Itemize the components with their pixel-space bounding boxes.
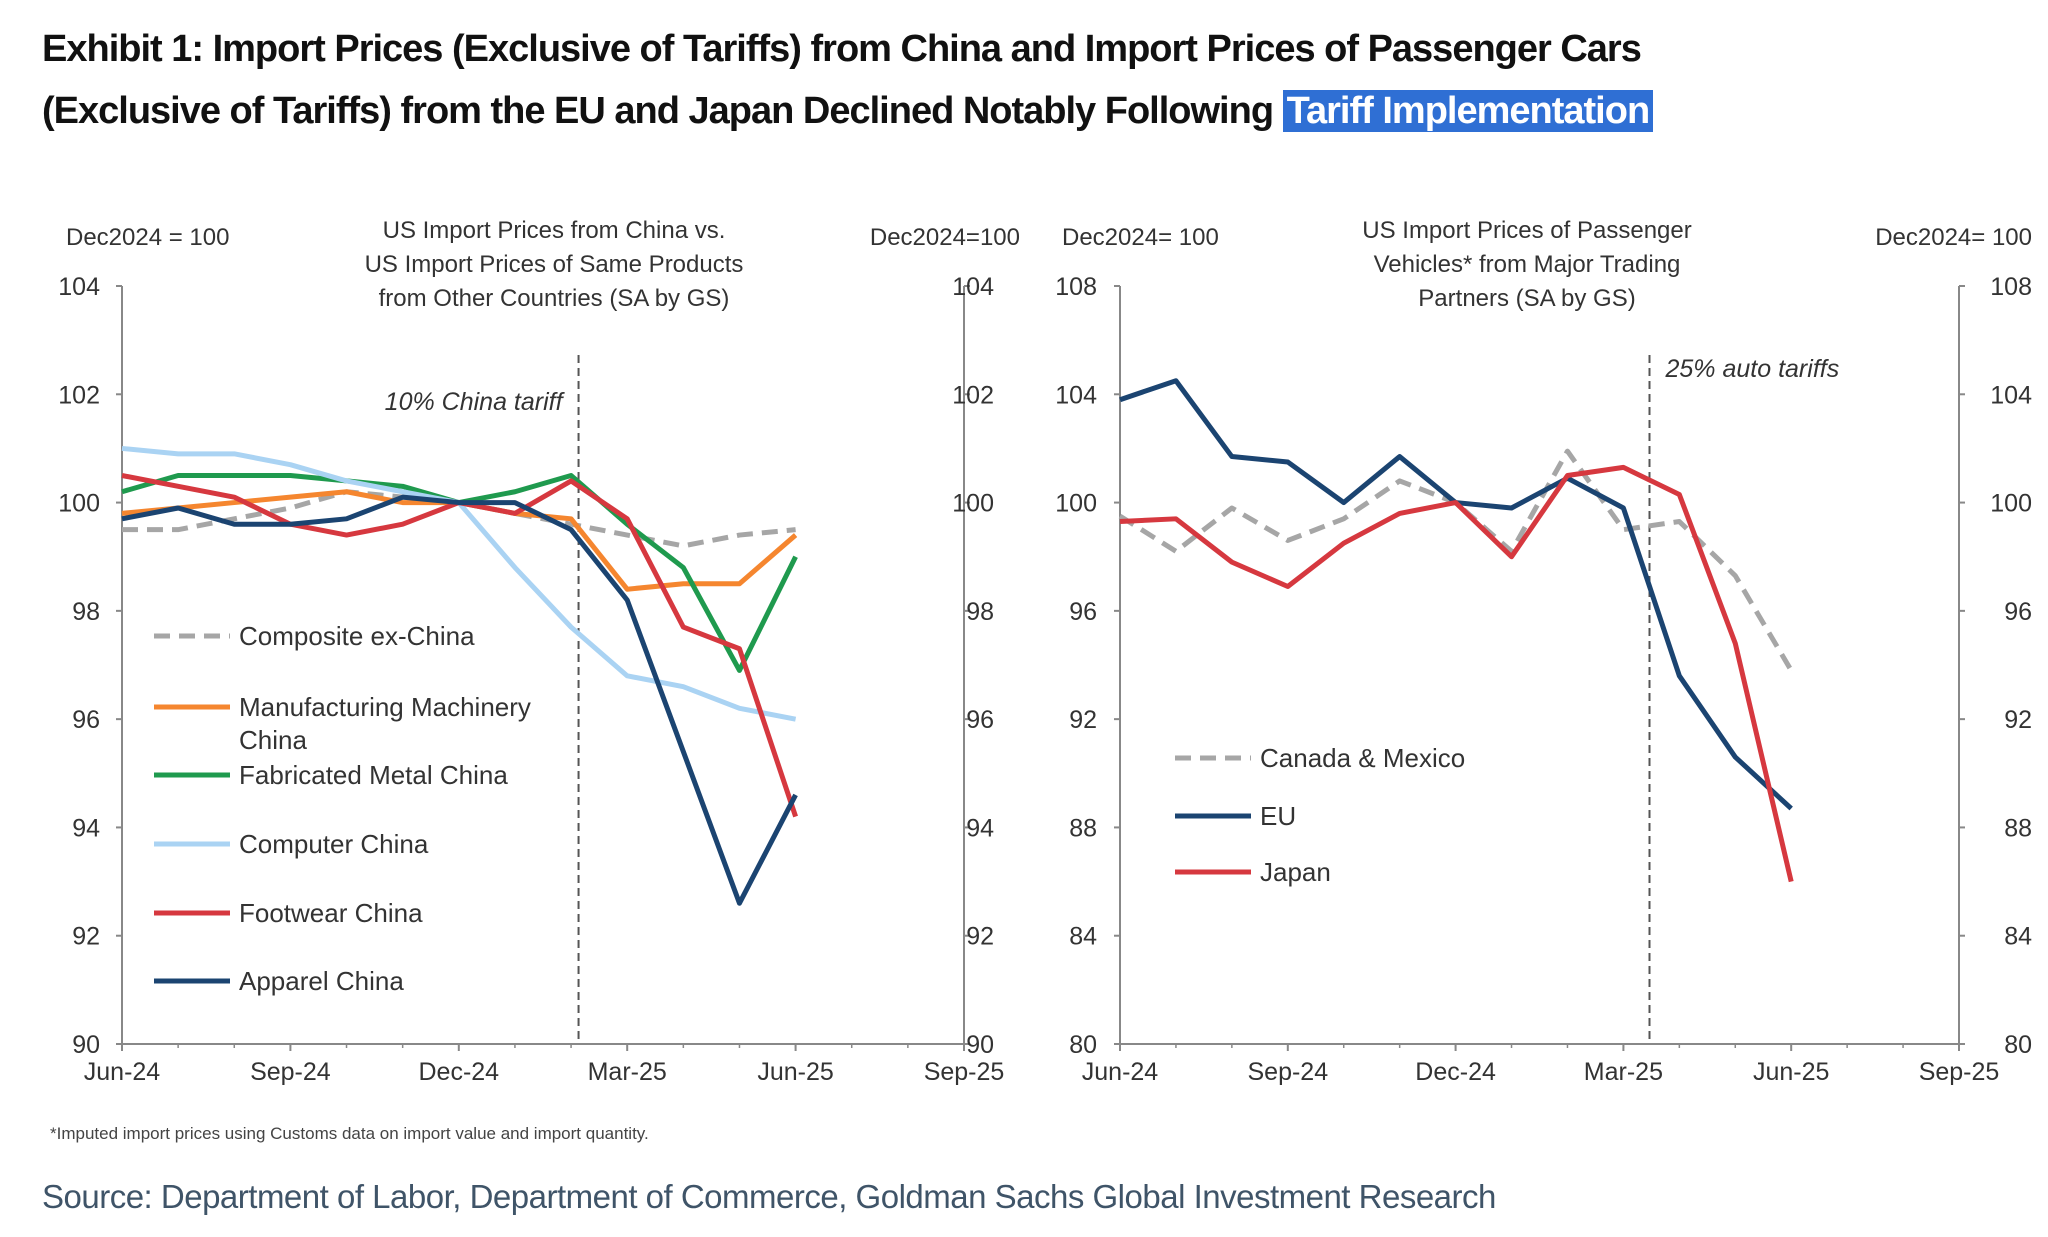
y-tick-label-left: 90 (72, 1031, 100, 1059)
y-tick-label-left: 80 (1069, 1031, 1097, 1059)
tariff-annotation: 10% China tariff (385, 388, 566, 416)
chart-title-line: US Import Prices of Passenger (1362, 217, 1691, 244)
x-tick-label: Jun-25 (757, 1058, 833, 1086)
source-note: Source: Department of Labor, Department … (42, 1178, 1496, 1215)
x-tick-label: Sep-25 (924, 1058, 1005, 1086)
legend-label: EU (1260, 801, 1296, 831)
x-tick-label: Sep-24 (250, 1058, 331, 1086)
x-tick-label: Dec-24 (1415, 1058, 1496, 1086)
y-tick-label-right: 104 (952, 273, 994, 301)
tariff-annotation: 25% auto tariffs (1665, 355, 1840, 383)
y-tick-label-right: 90 (966, 1031, 994, 1059)
y-tick-label-left: 108 (1055, 273, 1097, 301)
x-tick-label: Mar-25 (588, 1058, 667, 1086)
legend-label: Computer China (239, 829, 429, 859)
y-tick-label-right: 102 (952, 381, 994, 409)
y-tick-label-left: 96 (72, 706, 100, 734)
x-tick-label: Sep-24 (1247, 1058, 1328, 1086)
title-line-2: (Exclusive of Tariffs) from the EU and J… (42, 80, 1654, 142)
y-tick-label-left: 102 (58, 381, 100, 409)
y-tick-label-left: 100 (1055, 490, 1097, 518)
y-tick-label-left: 94 (72, 814, 100, 842)
y-tick-label-left: 92 (72, 923, 100, 951)
chart-title-line: US Import Prices from China vs. (383, 217, 726, 244)
series-line-japan (1119, 464, 1794, 883)
y-unit-label-right: Dec2024=100 (870, 224, 1020, 251)
y-tick-label-left: 104 (1055, 381, 1097, 409)
legend-label: China (239, 725, 307, 755)
y-tick-label-right: 84 (2004, 923, 2032, 951)
y-tick-label-right: 98 (966, 598, 994, 626)
legend-label: Composite ex-China (239, 621, 475, 651)
legend-label: Apparel China (239, 966, 404, 996)
y-tick-label-left: 88 (1069, 814, 1097, 842)
chart-title-line: from Other Countries (SA by GS) (379, 285, 730, 312)
y-tick-label-right: 88 (2004, 814, 2032, 842)
legend-label: Canada & Mexico (1260, 743, 1465, 773)
chart-panel-2: 80 80 84 84 88 88 92 92 96 96 100 100 104 104 108 108 Ju… (1055, 217, 2032, 1086)
y-unit-label-left: Dec2024= 100 (1062, 224, 1219, 251)
legend-label: Fabricated Metal China (239, 760, 508, 790)
y-unit-label-left: Dec2024 = 100 (66, 224, 229, 251)
title-line-1: Exhibit 1: Import Prices (Exclusive of T… (42, 28, 1642, 70)
title-line-2-text: (Exclusive of Tariffs) from the EU and J… (42, 90, 1283, 132)
y-tick-label-right: 100 (1990, 490, 2032, 518)
y-tick-label-right: 104 (1990, 381, 2032, 409)
chart-title-line: US Import Prices of Same Products (365, 251, 744, 278)
chart-panel-1: 90 90 92 92 94 94 96 96 98 98 100 100 102 102 104 104 Ju… (58, 217, 1020, 1086)
y-tick-label-right: 80 (2004, 1031, 2032, 1059)
y-tick-label-right: 92 (2004, 706, 2032, 734)
y-tick-label-right: 96 (2004, 598, 2032, 626)
y-tick-label-left: 84 (1069, 923, 1097, 951)
series-line-canada-mexico (1118, 448, 1794, 672)
legend-label: Footwear China (239, 898, 423, 928)
chart-title-line: Vehicles* from Major Trading (1374, 251, 1681, 278)
y-tick-label-left: 96 (1069, 598, 1097, 626)
footnote: *Imputed import prices using Customs dat… (50, 1124, 649, 1143)
chart-title-line: Partners (SA by GS) (1418, 285, 1635, 312)
y-tick-label-right: 100 (952, 490, 994, 518)
y-tick-label-left: 100 (58, 490, 100, 518)
y-tick-label-right: 92 (966, 923, 994, 951)
x-tick-label: Jun-24 (1082, 1058, 1159, 1086)
legend-label: Manufacturing Machinery (239, 692, 531, 722)
x-tick-label: Jun-25 (1753, 1058, 1829, 1086)
y-tick-label-right: 96 (966, 706, 994, 734)
y-tick-label-left: 92 (1069, 706, 1097, 734)
y-tick-label-right: 94 (966, 814, 994, 842)
exhibit-title: Exhibit 1: Import Prices (Exclusive of T… (42, 18, 1654, 142)
y-tick-label-right: 108 (1990, 273, 2032, 301)
y-tick-label-left: 98 (72, 598, 100, 626)
x-tick-label: Dec-24 (419, 1058, 500, 1086)
title-highlight: Tariff Implementation (1282, 90, 1654, 132)
x-tick-label: Mar-25 (1584, 1058, 1663, 1086)
legend-label: Japan (1260, 857, 1331, 887)
y-tick-label-left: 104 (58, 273, 100, 301)
y-unit-label-right: Dec2024= 100 (1875, 224, 2032, 251)
x-tick-label: Sep-25 (1919, 1058, 2000, 1086)
x-tick-label: Jun-24 (84, 1058, 161, 1086)
